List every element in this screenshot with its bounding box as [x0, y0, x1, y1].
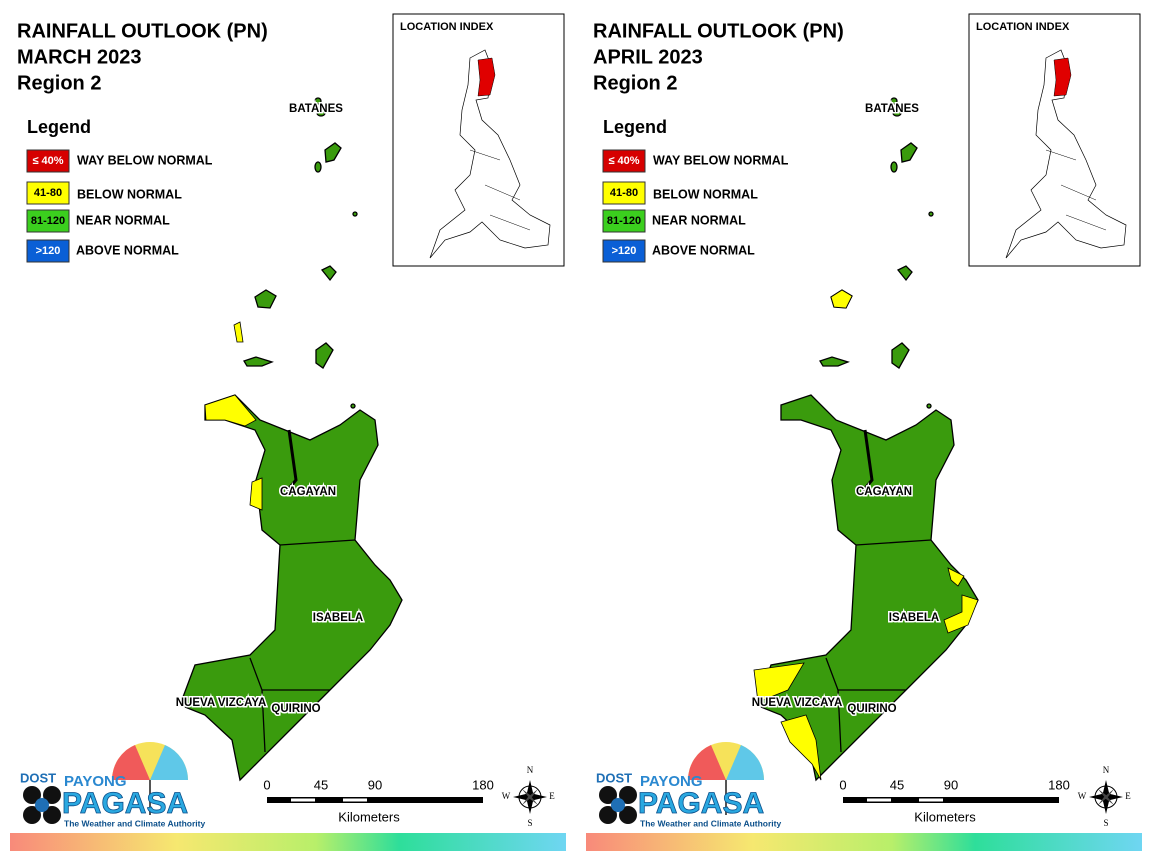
legend-label: WAY BELOW NORMAL	[77, 153, 213, 167]
province-label: BATANES	[289, 103, 343, 115]
legend-range: ≤ 40%	[608, 155, 639, 167]
scale-tick: 45	[314, 777, 328, 792]
legend-label: NEAR NORMAL	[76, 213, 170, 227]
scale-tick: 180	[1048, 777, 1070, 792]
legend-label: BELOW NORMAL	[77, 187, 182, 201]
legend-label: NEAR NORMAL	[652, 213, 746, 227]
legend-swatch	[26, 181, 70, 205]
map-title: MARCH 2023	[17, 46, 141, 68]
scale-tick: 90	[368, 777, 382, 792]
panel: RAINFALL OUTLOOK (PN) APRIL 2023 Region 2 L…	[584, 12, 1144, 853]
legend-label: ABOVE NORMAL	[652, 243, 755, 257]
legend-swatch	[602, 181, 646, 205]
compass-letter: N	[1103, 765, 1110, 775]
map-title: APRIL 2023	[593, 46, 703, 68]
compass-letter: W	[502, 791, 511, 801]
legend-label: BELOW NORMAL	[653, 187, 758, 201]
province-label: QUIRINO	[271, 703, 320, 715]
compass-letter: E	[549, 791, 555, 801]
compass-letter: E	[1125, 791, 1131, 801]
scale-tick: 180	[472, 777, 494, 792]
legend-title: Legend	[27, 117, 91, 137]
province-label: ISABELA	[313, 612, 363, 624]
province-label: NUEVA VIZCAYA	[176, 697, 267, 709]
legend-title: Legend	[603, 117, 667, 137]
legend-range: >120	[36, 245, 61, 257]
yellow-areas	[204, 321, 263, 511]
legend-swatch	[26, 209, 70, 233]
province-label: QUIRINO	[847, 703, 896, 715]
logo-pagasa: PAGASA	[638, 787, 764, 820]
compass-letter: S	[1103, 818, 1108, 828]
panel: RAINFALL OUTLOOK (PN) MARCH 2023 Region 2 L…	[8, 12, 568, 853]
province-label: BATANES	[865, 103, 919, 115]
scale-tick: 45	[890, 777, 904, 792]
province-label: CAGAYAN	[856, 486, 912, 498]
base-map	[584, 12, 1144, 853]
inset-title: LOCATION INDEX	[976, 21, 1070, 33]
map-title: Region 2	[17, 72, 101, 94]
scale-tick: 0	[263, 777, 270, 792]
logo-payong: PAYONG	[640, 773, 703, 790]
province-label: ISABELA	[889, 612, 939, 624]
logo-dost: DOST	[20, 770, 56, 785]
legend-range: 81-120	[607, 215, 641, 227]
map-title: RAINFALL OUTLOOK (PN)	[17, 20, 268, 42]
compass-letter: W	[1078, 791, 1087, 801]
legend-label: WAY BELOW NORMAL	[653, 153, 789, 167]
legend-range: >120	[612, 245, 637, 257]
inset-title: LOCATION INDEX	[400, 21, 494, 33]
compass-letter: N	[527, 765, 534, 775]
compass-letter: S	[527, 818, 532, 828]
legend-swatch	[602, 239, 646, 263]
legend-swatch	[26, 239, 70, 263]
logo-pagasa: PAGASA	[62, 787, 188, 820]
province-label: NUEVA VIZCAYA	[752, 697, 843, 709]
logo-tagline: The Weather and Climate Authority	[64, 818, 205, 828]
scale-tick: 90	[944, 777, 958, 792]
yellow-areas	[753, 289, 979, 781]
legend-range: 41-80	[610, 187, 638, 199]
province-label: CAGAYAN	[280, 486, 336, 498]
base-map	[8, 12, 568, 853]
map-title: Region 2	[593, 72, 677, 94]
legend-swatch	[26, 149, 70, 173]
scale-tick: 0	[839, 777, 846, 792]
logo-payong: PAYONG	[64, 773, 127, 790]
legend-range: 41-80	[34, 187, 62, 199]
logo-tagline: The Weather and Climate Authority	[640, 818, 781, 828]
legend-range: ≤ 40%	[32, 155, 63, 167]
legend-label: ABOVE NORMAL	[76, 243, 179, 257]
map-title: RAINFALL OUTLOOK (PN)	[593, 20, 844, 42]
legend-swatch	[602, 209, 646, 233]
logo-dost: DOST	[596, 770, 632, 785]
scale-unit: Kilometers	[914, 809, 976, 824]
legend-swatch	[602, 149, 646, 173]
scale-unit: Kilometers	[338, 809, 400, 824]
legend-range: 81-120	[31, 215, 65, 227]
